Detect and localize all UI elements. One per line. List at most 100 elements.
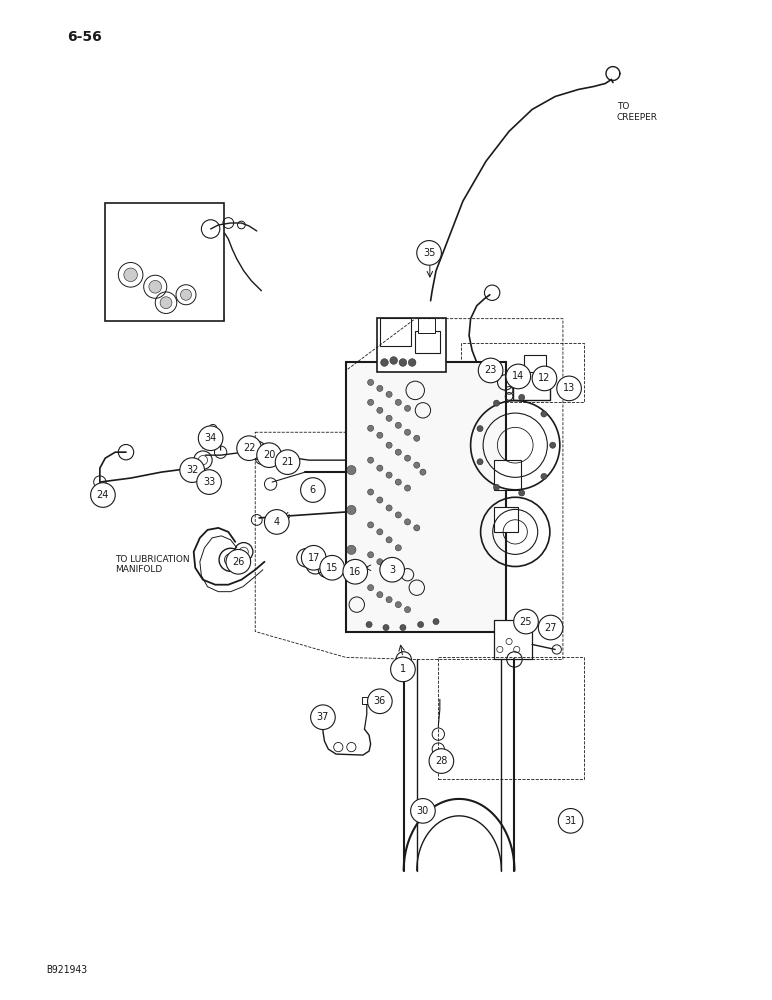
Circle shape — [377, 465, 383, 471]
Text: 20: 20 — [263, 450, 276, 460]
Text: 1: 1 — [400, 664, 406, 674]
Bar — [493, 620, 532, 659]
Circle shape — [405, 607, 411, 613]
Circle shape — [320, 555, 344, 580]
Circle shape — [399, 359, 407, 366]
Circle shape — [367, 379, 374, 386]
Bar — [362, 697, 371, 704]
Circle shape — [160, 297, 172, 309]
Circle shape — [405, 455, 411, 461]
Text: 16: 16 — [349, 567, 361, 577]
Circle shape — [429, 749, 454, 773]
Text: 17: 17 — [307, 553, 320, 563]
Circle shape — [367, 457, 374, 463]
Circle shape — [386, 472, 392, 478]
Circle shape — [367, 522, 374, 528]
Circle shape — [506, 364, 530, 389]
Bar — [493, 460, 520, 490]
Circle shape — [519, 394, 525, 400]
Circle shape — [383, 624, 389, 631]
Circle shape — [532, 366, 557, 391]
Text: 4: 4 — [274, 517, 279, 527]
Text: 28: 28 — [435, 756, 448, 766]
Circle shape — [420, 469, 426, 475]
Circle shape — [226, 549, 251, 574]
Text: B921943: B921943 — [46, 965, 87, 975]
Text: 13: 13 — [563, 383, 575, 393]
Circle shape — [405, 519, 411, 525]
Circle shape — [90, 483, 115, 507]
Bar — [493, 507, 518, 532]
Bar — [418, 318, 435, 333]
Circle shape — [550, 442, 556, 448]
Circle shape — [265, 510, 289, 534]
Bar — [524, 355, 546, 372]
Circle shape — [276, 450, 300, 474]
Circle shape — [380, 557, 405, 582]
Text: 21: 21 — [281, 457, 293, 467]
Text: 3: 3 — [389, 565, 395, 575]
Bar — [415, 331, 440, 353]
Circle shape — [149, 280, 161, 293]
Text: 14: 14 — [512, 371, 524, 381]
Circle shape — [347, 465, 356, 475]
Text: 25: 25 — [520, 617, 532, 627]
Text: 35: 35 — [423, 248, 435, 258]
Circle shape — [367, 689, 392, 714]
Circle shape — [558, 809, 583, 833]
Circle shape — [301, 545, 326, 570]
Circle shape — [405, 405, 411, 411]
Circle shape — [477, 459, 483, 465]
Bar — [105, 203, 225, 321]
Circle shape — [377, 432, 383, 438]
Circle shape — [377, 559, 383, 565]
Circle shape — [198, 426, 223, 451]
Circle shape — [386, 415, 392, 421]
Circle shape — [390, 357, 398, 364]
Circle shape — [405, 485, 411, 491]
Circle shape — [386, 537, 392, 543]
Circle shape — [386, 505, 392, 511]
Text: 6: 6 — [310, 485, 316, 495]
Circle shape — [198, 456, 208, 465]
Text: 30: 30 — [417, 806, 429, 816]
Circle shape — [377, 497, 383, 503]
Circle shape — [300, 478, 325, 502]
Text: TO LUBRICATION
MANIFOLD: TO LUBRICATION MANIFOLD — [115, 555, 190, 574]
Text: 23: 23 — [484, 365, 497, 375]
Circle shape — [538, 615, 563, 640]
Circle shape — [541, 473, 547, 479]
Circle shape — [124, 268, 137, 282]
Text: 33: 33 — [203, 477, 215, 487]
Circle shape — [493, 400, 499, 406]
Circle shape — [181, 289, 191, 300]
Circle shape — [400, 624, 406, 631]
Circle shape — [417, 241, 442, 265]
Bar — [377, 318, 446, 372]
Circle shape — [395, 545, 401, 551]
Circle shape — [395, 399, 401, 405]
Circle shape — [541, 411, 547, 417]
Circle shape — [386, 442, 392, 448]
Circle shape — [347, 545, 356, 554]
Circle shape — [408, 359, 416, 366]
Circle shape — [513, 609, 538, 634]
Circle shape — [395, 512, 401, 518]
Circle shape — [477, 426, 483, 432]
Circle shape — [347, 505, 356, 515]
Circle shape — [395, 479, 401, 485]
Text: 12: 12 — [538, 373, 550, 383]
Text: 31: 31 — [564, 816, 577, 826]
Circle shape — [377, 385, 383, 391]
Circle shape — [414, 525, 420, 531]
Circle shape — [386, 391, 392, 397]
Text: 32: 32 — [186, 465, 198, 475]
Text: 6-56: 6-56 — [66, 30, 102, 44]
Circle shape — [386, 597, 392, 603]
Text: TO
CREEPER: TO CREEPER — [617, 102, 658, 122]
Text: 27: 27 — [544, 623, 557, 633]
Circle shape — [367, 552, 374, 558]
Circle shape — [433, 618, 439, 625]
Circle shape — [343, 559, 367, 584]
Circle shape — [367, 489, 374, 495]
